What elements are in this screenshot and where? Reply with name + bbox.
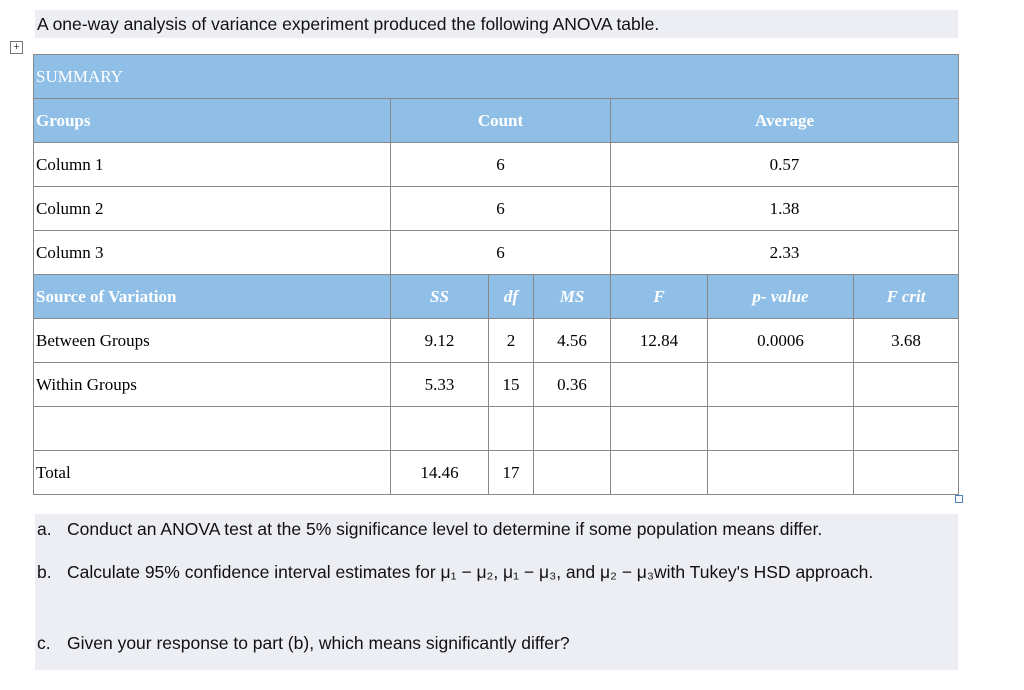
- cell: 1.38: [609, 186, 960, 231]
- question-marker: b.: [37, 562, 52, 582]
- empty-cell: [852, 406, 960, 451]
- empty-cell: [488, 406, 534, 451]
- header-cell: p- value: [707, 274, 854, 319]
- summary-label: SUMMARY: [32, 54, 960, 99]
- cell: 15: [488, 362, 534, 407]
- cell: Total: [33, 450, 391, 495]
- cell: 9.12: [390, 318, 489, 363]
- cell: 6: [390, 142, 611, 187]
- cell: 2.33: [609, 230, 960, 275]
- cell: 4.56: [533, 318, 611, 363]
- empty-cell: [707, 450, 854, 495]
- cell: Column 1: [33, 142, 391, 187]
- empty-cell: [533, 406, 611, 451]
- question: b. Calculate 95% confidence interval esti…: [37, 558, 917, 587]
- table-move-handle[interactable]: +: [10, 41, 23, 54]
- empty-cell: [707, 406, 854, 451]
- header-cell: Groups: [33, 98, 391, 143]
- intro-background: [35, 10, 958, 38]
- empty-cell: [707, 362, 854, 407]
- cell: Between Groups: [33, 318, 391, 363]
- question: c. Given your response to part (b), which…: [37, 629, 917, 658]
- cell: Column 3: [33, 230, 391, 275]
- table-resize-handle[interactable]: [955, 495, 963, 503]
- header-cell: F: [610, 274, 708, 319]
- cell: 17: [488, 450, 534, 495]
- header-cell: MS: [533, 274, 611, 319]
- empty-cell: [390, 406, 489, 451]
- question-text: Given your response to part (b), which m…: [67, 633, 570, 653]
- header-cell: Source of Variation: [33, 274, 391, 319]
- cell: 0.57: [609, 142, 960, 187]
- question-text: Calculate 95% confidence interval estima…: [67, 562, 874, 582]
- empty-cell: [610, 406, 708, 451]
- cell: 12.84: [610, 318, 708, 363]
- cell: 3.68: [852, 318, 960, 363]
- empty-cell: [33, 406, 391, 451]
- question-text: Conduct an ANOVA test at the 5% signific…: [67, 519, 823, 539]
- questions-background: [35, 514, 958, 670]
- cell: 0.0006: [707, 318, 854, 363]
- header-cell: Average: [609, 98, 960, 143]
- header-cell: Count: [390, 98, 611, 143]
- question: a. Conduct an ANOVA test at the 5% signif…: [37, 515, 917, 544]
- anova-table: SUMMARY Groups Count Average Column 1 6 0.…: [32, 54, 960, 495]
- intro-text: A one-way analysis of variance experimen…: [37, 14, 660, 34]
- header-cell: SS: [390, 274, 489, 319]
- empty-cell: [610, 362, 708, 407]
- question-marker: c.: [37, 633, 51, 653]
- empty-cell: [610, 450, 708, 495]
- cell: 2: [488, 318, 534, 363]
- header-cell: df: [488, 274, 534, 319]
- cell: 6: [390, 230, 611, 275]
- cell: Column 2: [33, 186, 391, 231]
- cell: 0.36: [533, 362, 611, 407]
- empty-cell: [852, 362, 960, 407]
- cell: Within Groups: [33, 362, 391, 407]
- cell: 6: [390, 186, 611, 231]
- empty-cell: [852, 450, 960, 495]
- empty-cell: [533, 450, 611, 495]
- question-marker: a.: [37, 519, 52, 539]
- cell: 5.33: [390, 362, 489, 407]
- cell: 14.46: [390, 450, 489, 495]
- header-cell: F crit: [852, 274, 960, 319]
